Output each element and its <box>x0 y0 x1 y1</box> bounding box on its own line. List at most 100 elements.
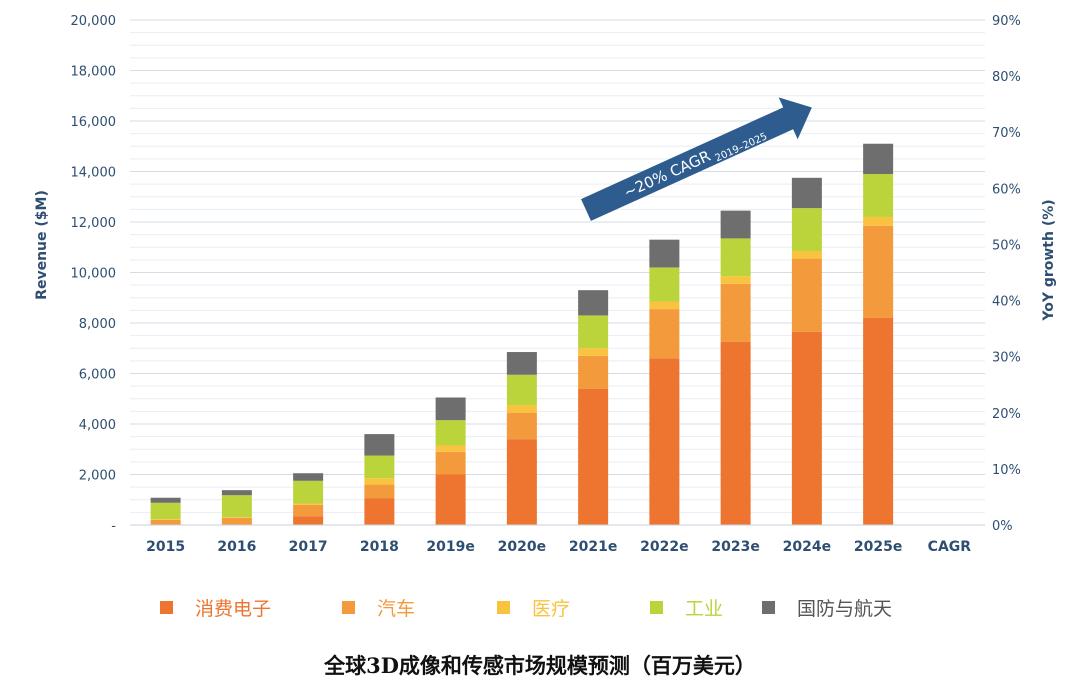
bar-segment <box>221 495 252 518</box>
bar-segment <box>863 225 894 318</box>
legend-item: 工业 <box>650 592 723 622</box>
x-tick-label: 2023e <box>711 539 759 555</box>
y-tick-label: 20,000 <box>71 14 117 29</box>
bar-segment <box>649 309 680 359</box>
legend-swatch <box>650 600 663 614</box>
bar-segment <box>293 516 324 525</box>
y-tick-label: 12,000 <box>71 216 117 231</box>
bar-segment <box>506 352 537 375</box>
bar-segment <box>791 331 822 525</box>
bar-segment <box>150 519 181 520</box>
gridlines <box>130 19 985 513</box>
bar-segment <box>863 216 894 226</box>
legend-label: 国防与航天 <box>797 597 893 620</box>
bar-segment <box>578 315 609 349</box>
bar-segment <box>364 498 395 525</box>
bar-segment <box>150 497 181 503</box>
y2-tick-label: 50% <box>992 238 1021 253</box>
bar-segment <box>293 503 324 505</box>
bar-segment <box>720 276 751 284</box>
bar-segment <box>435 397 466 421</box>
y-tick-label: 18,000 <box>71 65 117 80</box>
bar-segment <box>791 208 822 252</box>
x-tick-label: 2022e <box>640 539 688 555</box>
y-axis-title: Revenue ($M) <box>34 190 50 300</box>
bar-segment <box>293 504 324 517</box>
y2-tick-label: 40% <box>992 295 1021 310</box>
bar-segment <box>720 210 751 239</box>
chart-area: - 2,000 4,000 6,000 8,000 10,000 12,000 14,000 1… <box>34 14 1057 555</box>
bar-segment <box>649 358 680 525</box>
bar-segment <box>506 412 537 440</box>
bar-segment <box>649 301 680 310</box>
bar-segment <box>578 348 609 356</box>
y2-tick-label: 0% <box>992 519 1013 534</box>
figure-caption: 全球3D成像和传感市场规模预测（百万美元） <box>324 653 756 678</box>
bar-segment <box>293 473 324 481</box>
y2-tick-label: 10% <box>992 463 1021 478</box>
y-tick-label: 4,000 <box>79 418 116 433</box>
bar-segment <box>506 374 537 406</box>
x-axis-ticks: 2015 2016 2017 2018 2019e 2020e 2021e 2022e 2023… <box>146 539 971 555</box>
legend-swatch <box>497 600 510 614</box>
x-tick-label: 2017 <box>289 539 328 555</box>
legend-swatch <box>160 600 173 614</box>
y-axis-ticks: - 2,000 4,000 6,000 8,000 10,000 12,000 14,000 1… <box>71 14 117 534</box>
legend-label: 消费电子 <box>195 597 272 620</box>
y2-tick-label: 80% <box>992 70 1021 85</box>
y-tick-label: 6,000 <box>79 368 116 383</box>
x-tick-label: 2020e <box>498 539 546 555</box>
x-tick-label: CAGR <box>928 539 972 555</box>
bar-segment <box>720 341 751 525</box>
bar-segment <box>506 405 537 413</box>
y2-tick-label: 70% <box>992 126 1021 141</box>
y-tick-label: 8,000 <box>79 317 116 332</box>
bar-segment <box>435 451 466 475</box>
bar-segment <box>649 267 680 302</box>
bar-segment <box>791 177 822 209</box>
bar-segment <box>364 455 395 479</box>
bar-segment <box>150 519 181 525</box>
cagr-arrow-shape <box>581 97 812 221</box>
bar-segment <box>578 290 609 316</box>
x-tick-label: 2015 <box>146 539 185 555</box>
legend-swatch <box>762 600 775 614</box>
bar-segment <box>221 517 252 518</box>
bar-segment <box>720 283 751 342</box>
legend-swatch <box>342 600 355 614</box>
y-tick-label: 10,000 <box>71 267 117 282</box>
bar-segment <box>863 174 894 217</box>
y2-tick-label: 60% <box>992 182 1021 197</box>
bar-stacks <box>150 143 894 525</box>
bar-segment <box>221 517 252 525</box>
legend-label: 工业 <box>685 597 724 620</box>
y-tick-label: - <box>111 519 116 534</box>
legend-item: 汽车 <box>342 592 415 622</box>
bar-segment <box>578 355 609 389</box>
y-tick-label: 16,000 <box>71 115 117 130</box>
legend-item: 医疗 <box>497 592 570 622</box>
bar-segment <box>506 439 537 525</box>
legend-item: 国防与航天 <box>762 592 892 622</box>
bar-segment <box>364 478 395 485</box>
bar-segment <box>364 434 395 456</box>
bar-segment <box>435 474 466 525</box>
legend-label: 汽车 <box>377 597 416 620</box>
bar-segment <box>150 502 181 520</box>
bar-segment <box>863 317 894 525</box>
bar-segment <box>649 239 680 268</box>
cagr-arrow-text: ~20% CAGR <box>621 147 713 202</box>
bar-segment <box>435 420 466 446</box>
x-tick-label: 2018 <box>360 539 399 555</box>
legend-item: 消费电子 <box>160 592 271 622</box>
y-tick-label: 14,000 <box>71 166 117 181</box>
y2-tick-label: 20% <box>992 407 1021 422</box>
legend: 消费电子 汽车 医疗 工业 国防与航天 <box>160 592 960 622</box>
bar-segment <box>720 238 751 277</box>
x-tick-label: 2024e <box>783 539 831 555</box>
bar-segment <box>791 258 822 332</box>
bar-segment <box>364 484 395 499</box>
x-tick-label: 2016 <box>217 539 256 555</box>
x-tick-label: 2019e <box>426 539 474 555</box>
x-tick-label: 2021e <box>569 539 617 555</box>
